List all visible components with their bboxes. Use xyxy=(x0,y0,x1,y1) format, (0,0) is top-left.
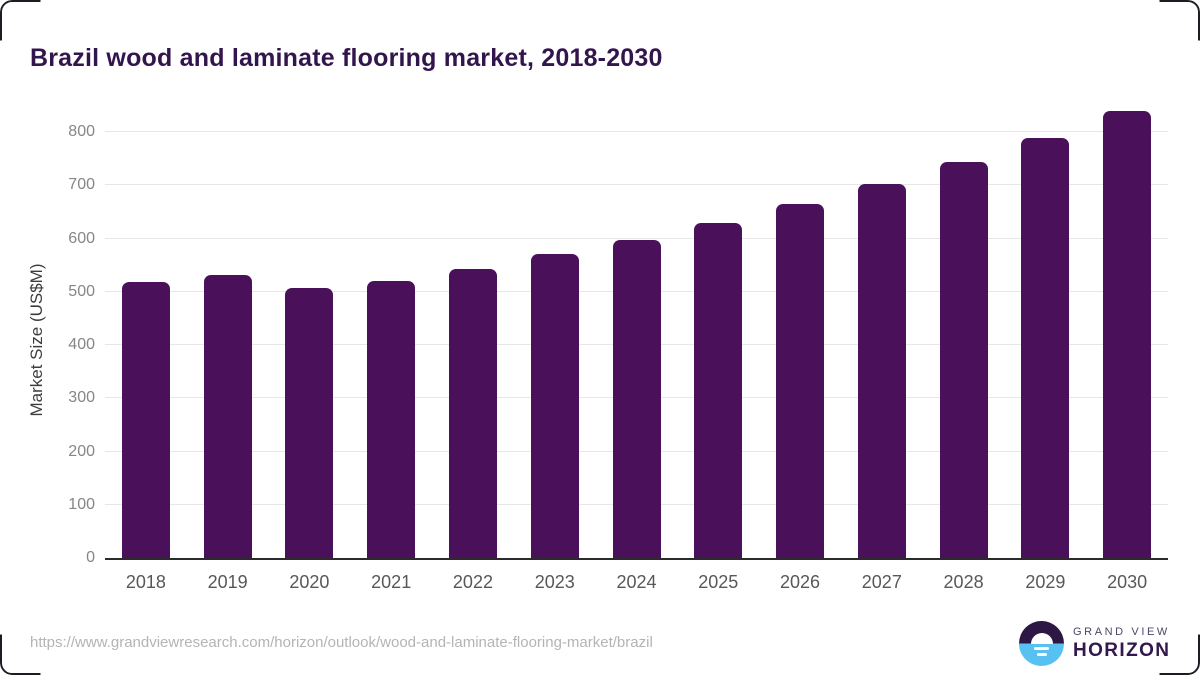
sun-icon xyxy=(1030,632,1053,644)
x-label-2018: 2018 xyxy=(125,572,166,592)
x-label-2020: 2020 xyxy=(289,572,330,592)
bar-2022 xyxy=(448,268,497,558)
x-label-2022: 2022 xyxy=(452,572,493,592)
x-label-2019: 2019 xyxy=(207,572,248,592)
bar-2021 xyxy=(367,280,416,558)
bar-2027 xyxy=(857,184,906,558)
y-tick-700: 700 xyxy=(68,176,95,194)
y-tick-400: 400 xyxy=(68,336,95,353)
gridline-700 xyxy=(105,184,1168,186)
bar-2018 xyxy=(121,281,170,558)
y-tick-600: 600 xyxy=(68,229,95,247)
y-tick-200: 200 xyxy=(68,442,95,460)
x-label-2030: 2030 xyxy=(1107,572,1148,592)
x-label-2029: 2029 xyxy=(1025,572,1066,592)
x-label-2025: 2025 xyxy=(698,572,739,592)
x-label-2026: 2026 xyxy=(780,572,821,592)
bar-2024 xyxy=(612,239,661,558)
y-tick-100: 100 xyxy=(68,495,95,513)
bar-2030 xyxy=(1103,110,1152,558)
bar-2020 xyxy=(285,287,334,558)
x-label-2023: 2023 xyxy=(534,572,575,592)
y-tick-500: 500 xyxy=(68,282,95,300)
logo-text: GRAND VIEW HORIZON xyxy=(1073,626,1170,662)
x-label-2021: 2021 xyxy=(371,572,412,592)
plot-area xyxy=(105,110,1168,560)
source-url: https://www.grandviewresearch.com/horizo… xyxy=(30,634,653,651)
horizon-sun-logo-icon xyxy=(1019,621,1064,666)
y-tick-300: 300 xyxy=(68,389,95,407)
bar-2025 xyxy=(694,222,743,558)
gridline-600 xyxy=(105,237,1168,239)
sun-reflection-line xyxy=(1036,653,1047,656)
x-label-2028: 2028 xyxy=(943,572,984,592)
sun-reflection-line xyxy=(1034,647,1049,650)
bar-2026 xyxy=(776,204,825,558)
x-label-2027: 2027 xyxy=(861,572,902,592)
gridline-800 xyxy=(105,131,1168,132)
bar-2023 xyxy=(530,254,579,558)
bar-2019 xyxy=(203,274,252,558)
y-tick-0: 0 xyxy=(86,549,95,566)
grand-view-horizon-logo: GRAND VIEW HORIZON xyxy=(1019,621,1170,666)
logo-wordmark: HORIZON xyxy=(1073,639,1171,661)
chart-title: Brazil wood and laminate flooring market… xyxy=(30,43,663,72)
logo-brand-line: GRAND VIEW xyxy=(1073,625,1170,638)
y-tick-800: 800 xyxy=(68,123,95,140)
x-label-2024: 2024 xyxy=(616,572,657,592)
bar-2029 xyxy=(1021,138,1070,558)
bar-2028 xyxy=(939,162,988,558)
